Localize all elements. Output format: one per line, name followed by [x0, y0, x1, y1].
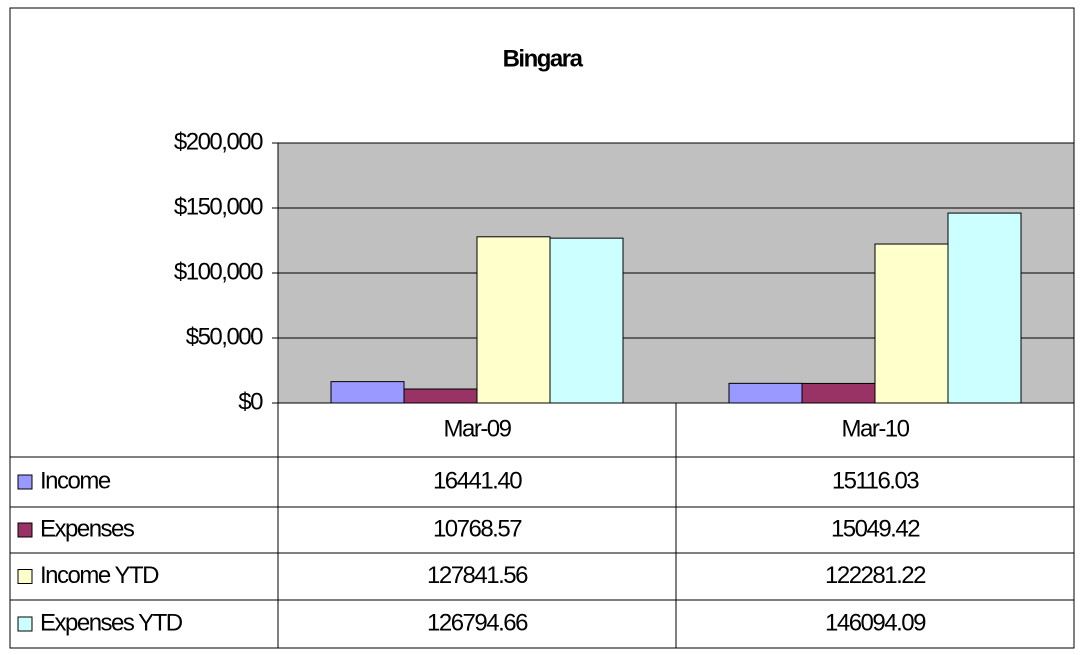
table-value: 126794.66 — [427, 609, 528, 636]
bar — [947, 212, 1022, 404]
legend-swatch — [17, 616, 33, 632]
bar — [330, 381, 405, 404]
y-tick-label: $50,000 — [186, 323, 263, 350]
bar — [728, 382, 803, 404]
legend-swatch — [17, 522, 33, 538]
table-value: 146094.09 — [825, 609, 926, 636]
bar — [476, 236, 551, 404]
bar — [403, 388, 478, 404]
x-tick-label: Mar-09 — [443, 415, 511, 442]
legend-swatch — [17, 474, 33, 490]
table-value: 122281.22 — [825, 562, 926, 589]
legend-label: Expenses YTD — [40, 609, 183, 636]
y-tick-label: $100,000 — [174, 258, 263, 285]
y-tick-label: $150,000 — [174, 193, 263, 220]
legend-swatch — [17, 569, 33, 584]
legend-label: Expenses — [40, 515, 135, 542]
y-tick-label: $200,000 — [174, 128, 263, 155]
y-tick-label: $0 — [238, 388, 263, 415]
table-value: 127841.56 — [427, 562, 528, 589]
chart-title: Bingara — [503, 45, 584, 72]
legend-label: Income — [40, 467, 111, 494]
table-value: 15049.42 — [831, 515, 920, 542]
bar — [549, 237, 624, 404]
table-value: 10768.57 — [433, 515, 522, 542]
legend-label: Income YTD — [40, 562, 159, 589]
x-tick-label: Mar-10 — [841, 415, 909, 442]
bar — [874, 243, 949, 404]
bar — [801, 382, 876, 404]
table-value: 15116.03 — [832, 467, 919, 494]
table-value: 16441.40 — [433, 467, 522, 494]
